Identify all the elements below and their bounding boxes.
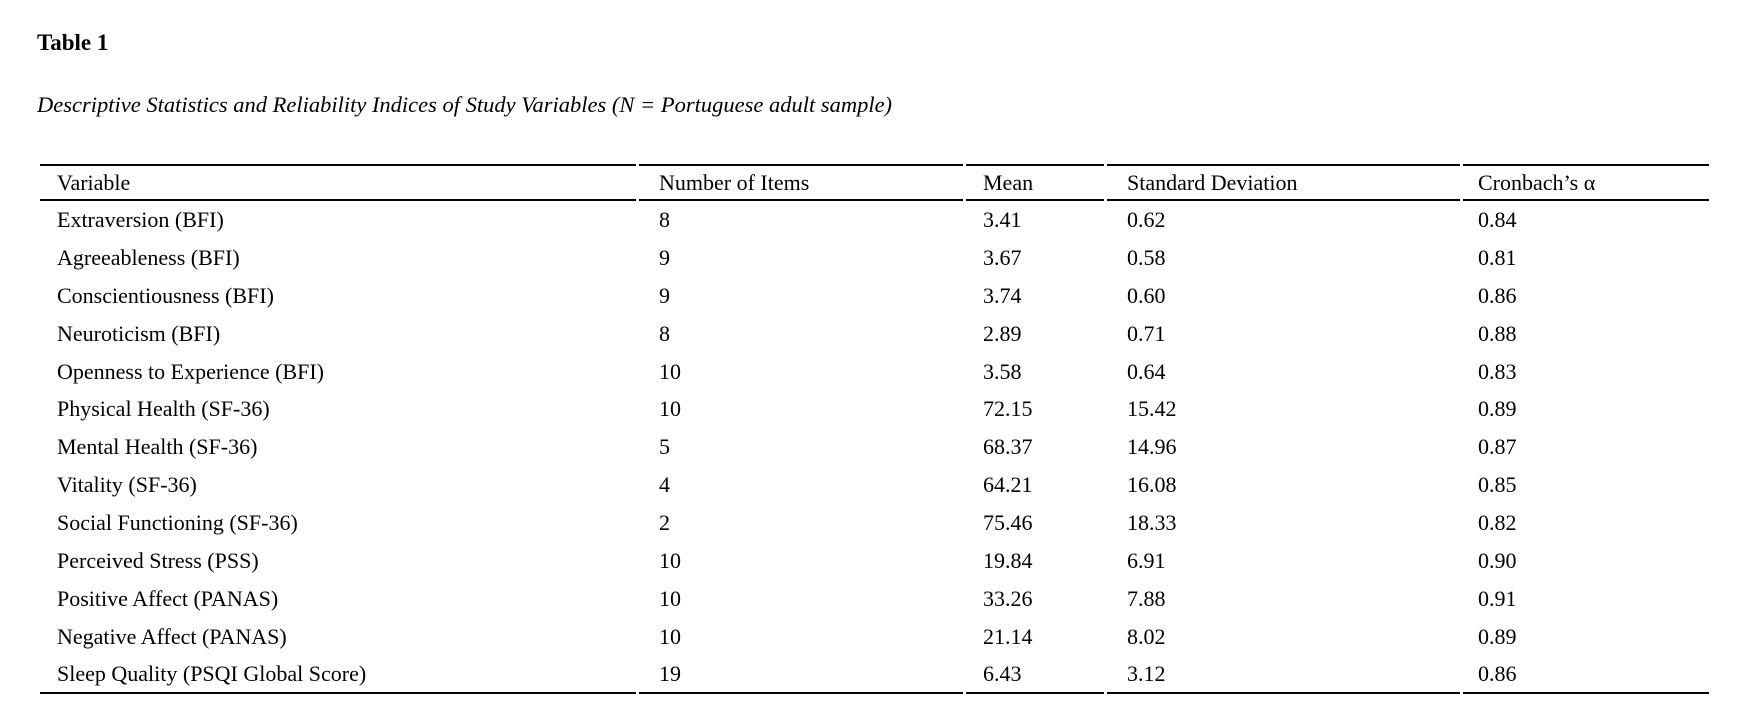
cell-cronbachs-alpha: 0.88 bbox=[1478, 320, 1517, 346]
cell-cronbachs-alpha: 0.89 bbox=[1478, 396, 1517, 422]
column-header-mean: Mean bbox=[966, 164, 1104, 201]
table-row: Positive Affect (PANAS) 10 33.26 7.88 0.91 bbox=[40, 580, 1709, 618]
cell-number-of-items: 2 bbox=[659, 510, 670, 536]
cell-cronbachs-alpha: 0.86 bbox=[1478, 282, 1517, 308]
cell-variable: Mental Health (SF-36) bbox=[57, 434, 258, 460]
cell-cronbachs-alpha: 0.84 bbox=[1478, 206, 1517, 232]
cell-mean: 33.26 bbox=[983, 585, 1033, 611]
cell-cronbachs-alpha: 0.87 bbox=[1478, 434, 1517, 460]
cell-standard-deviation: 0.62 bbox=[1127, 206, 1166, 232]
table-row: Sleep Quality (PSQI Global Score) 19 6.43 3… bbox=[40, 656, 1709, 694]
cell-mean: 3.74 bbox=[983, 282, 1022, 308]
table-header: Variable Number of Items Mean Standard D… bbox=[40, 164, 1709, 201]
cell-mean: 6.43 bbox=[966, 656, 1104, 694]
table-row: Social Functioning (SF-36) 2 75.46 18.33 0.8… bbox=[40, 504, 1709, 542]
table-row: Openness to Experience (BFI) 10 3.58 0.64 0.… bbox=[40, 353, 1709, 391]
cell-variable: Sleep Quality (PSQI Global Score) bbox=[40, 656, 636, 694]
cell-mean: 19.84 bbox=[983, 547, 1033, 573]
cell-variable: Neuroticism (BFI) bbox=[57, 320, 221, 346]
cell-number-of-items: 19 bbox=[639, 656, 963, 694]
cell-standard-deviation: 0.58 bbox=[1127, 244, 1166, 270]
cell-variable: Social Functioning (SF-36) bbox=[57, 510, 298, 536]
column-header-number-of-items: Number of Items bbox=[639, 164, 963, 201]
cell-mean: 3.41 bbox=[983, 206, 1022, 232]
cell-standard-deviation: 0.60 bbox=[1127, 282, 1166, 308]
cell-number-of-items: 10 bbox=[659, 547, 681, 573]
cell-mean: 68.37 bbox=[983, 434, 1033, 460]
table-row: Neuroticism (BFI) 8 2.89 0.71 0.88 bbox=[40, 315, 1709, 353]
table-row: Conscientiousness (BFI) 9 3.74 0.60 0.86 bbox=[40, 277, 1709, 315]
cell-cronbachs-alpha: 0.83 bbox=[1478, 358, 1517, 384]
cell-standard-deviation: 8.02 bbox=[1127, 623, 1166, 649]
cell-variable: Negative Affect (PANAS) bbox=[57, 623, 287, 649]
table-number-label: Table 1 bbox=[37, 30, 109, 55]
cell-standard-deviation: 3.12 bbox=[1107, 656, 1460, 694]
table-row: Agreeableness (BFI) 9 3.67 0.58 0.81 bbox=[40, 239, 1709, 277]
cell-standard-deviation: 0.71 bbox=[1127, 320, 1166, 346]
cell-standard-deviation: 7.88 bbox=[1127, 585, 1166, 611]
cell-mean: 3.67 bbox=[983, 244, 1022, 270]
cell-mean: 72.15 bbox=[983, 396, 1033, 422]
cell-standard-deviation: 16.08 bbox=[1127, 472, 1177, 498]
table-row: Physical Health (SF-36) 10 72.15 15.42 0.89 bbox=[40, 390, 1709, 428]
descriptive-statistics-table: Variable Number of Items Mean Standard D… bbox=[37, 164, 1712, 694]
table-body: Extraversion (BFI) 8 3.41 0.62 0.84 Agreeable… bbox=[40, 201, 1709, 694]
cell-variable: Physical Health (SF-36) bbox=[57, 396, 270, 422]
cell-variable: Perceived Stress (PSS) bbox=[57, 547, 259, 573]
cell-standard-deviation: 14.96 bbox=[1127, 434, 1177, 460]
cell-variable: Conscientiousness (BFI) bbox=[57, 282, 274, 308]
cell-mean: 64.21 bbox=[983, 472, 1033, 498]
header-row: Variable Number of Items Mean Standard D… bbox=[40, 164, 1709, 201]
cell-number-of-items: 4 bbox=[659, 472, 670, 498]
cell-variable: Positive Affect (PANAS) bbox=[57, 585, 279, 611]
cell-standard-deviation: 15.42 bbox=[1127, 396, 1177, 422]
cell-number-of-items: 10 bbox=[659, 623, 681, 649]
cell-cronbachs-alpha: 0.81 bbox=[1478, 244, 1517, 270]
cell-variable: Vitality (SF-36) bbox=[57, 472, 197, 498]
cell-variable: Openness to Experience (BFI) bbox=[57, 358, 324, 384]
cell-cronbachs-alpha: 0.82 bbox=[1478, 510, 1517, 536]
table-row: Extraversion (BFI) 8 3.41 0.62 0.84 bbox=[40, 201, 1709, 239]
cell-number-of-items: 10 bbox=[659, 358, 681, 384]
cell-number-of-items: 9 bbox=[659, 282, 670, 308]
table-row: Mental Health (SF-36) 5 68.37 14.96 0.87 bbox=[40, 428, 1709, 466]
cell-standard-deviation: 6.91 bbox=[1127, 547, 1166, 573]
cell-standard-deviation: 18.33 bbox=[1127, 510, 1177, 536]
cell-number-of-items: 10 bbox=[659, 396, 681, 422]
cell-mean: 2.89 bbox=[983, 320, 1022, 346]
cell-number-of-items: 9 bbox=[659, 244, 670, 270]
cell-number-of-items: 10 bbox=[659, 585, 681, 611]
cell-mean: 21.14 bbox=[983, 623, 1033, 649]
cell-mean: 75.46 bbox=[983, 510, 1033, 536]
cell-standard-deviation: 0.64 bbox=[1127, 358, 1166, 384]
cell-cronbachs-alpha: 0.86 bbox=[1463, 656, 1709, 694]
table-row: Vitality (SF-36) 4 64.21 16.08 0.85 bbox=[40, 466, 1709, 504]
cell-cronbachs-alpha: 0.89 bbox=[1478, 623, 1517, 649]
cell-variable: Agreeableness (BFI) bbox=[57, 244, 240, 270]
column-header-variable: Variable bbox=[40, 164, 636, 201]
cell-cronbachs-alpha: 0.85 bbox=[1478, 472, 1517, 498]
cell-number-of-items: 5 bbox=[659, 434, 670, 460]
cell-mean: 3.58 bbox=[983, 358, 1022, 384]
cell-number-of-items: 8 bbox=[659, 320, 670, 346]
cell-cronbachs-alpha: 0.91 bbox=[1478, 585, 1517, 611]
table-row: Perceived Stress (PSS) 10 19.84 6.91 0.90 bbox=[40, 542, 1709, 580]
cell-cronbachs-alpha: 0.90 bbox=[1478, 547, 1517, 573]
cell-number-of-items: 8 bbox=[659, 206, 670, 232]
column-header-cronbachs-alpha: Cronbach’s α bbox=[1463, 164, 1709, 201]
table-caption: Descriptive Statistics and Reliability I… bbox=[37, 92, 893, 117]
column-header-standard-deviation: Standard Deviation bbox=[1107, 164, 1460, 201]
table-row: Negative Affect (PANAS) 10 21.14 8.02 0.89 bbox=[40, 618, 1709, 656]
cell-variable: Extraversion (BFI) bbox=[57, 206, 224, 232]
